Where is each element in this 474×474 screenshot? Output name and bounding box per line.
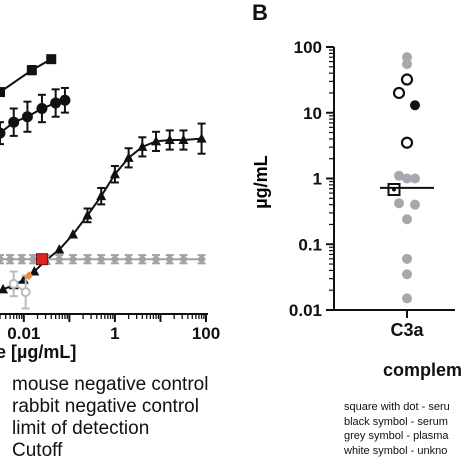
- white-point: [392, 86, 406, 100]
- grey-point: [402, 253, 412, 264]
- white-point: [400, 136, 414, 149]
- black-point: [410, 100, 420, 111]
- circle-marker: [0, 127, 6, 139]
- diamond-marker: [68, 254, 78, 265]
- grey-point: [402, 293, 412, 304]
- y-tick-label: 0.1: [298, 235, 322, 254]
- series-line: [2, 137, 202, 291]
- diamond-marker: [28, 254, 38, 265]
- white-point: [400, 73, 414, 86]
- diamond-marker: [0, 254, 5, 265]
- triangle-marker: [196, 133, 207, 143]
- y-tick-label: 100: [294, 38, 322, 57]
- square-marker: [0, 87, 5, 98]
- series-triangle: [0, 122, 207, 294]
- legend-item: Cutoff: [12, 440, 63, 461]
- grey-point: [410, 199, 420, 210]
- triangle-marker: [178, 134, 189, 145]
- grey-point: [402, 59, 412, 70]
- panel-b-axes: 0.01 0.1 1 10 100 C3a: [289, 38, 455, 340]
- y-tick-label: 0.01: [289, 301, 322, 320]
- panel-a-line-chart: 0.01 1 100: [0, 54, 220, 343]
- square-marker: [46, 54, 57, 65]
- diamond-marker: [54, 254, 64, 265]
- grey-point: [394, 198, 404, 209]
- panel-b-letter: B: [252, 0, 268, 25]
- x-category-label: C3a: [390, 320, 424, 340]
- circle-marker: [59, 94, 71, 106]
- panel-b-marks: [380, 52, 434, 304]
- triangle-marker: [164, 134, 175, 145]
- series-line: [0, 58, 52, 93]
- panel-b-scatter: µg/mL 0.01 0.1 1 10 100 C3a: [251, 38, 455, 340]
- triangle-marker: [29, 266, 40, 276]
- series-diamond: [0, 254, 207, 265]
- triangle-marker: [0, 283, 9, 294]
- x-tick-label: 0.01: [7, 324, 40, 343]
- circle-marker: [21, 111, 33, 123]
- diamond-marker: [197, 254, 207, 265]
- series-circle: [0, 86, 71, 146]
- triangle-marker: [109, 168, 120, 179]
- triangle-marker: [67, 229, 78, 239]
- circle-marker: [8, 116, 20, 128]
- panel-a-x-axis-title: e [µg/mL]: [0, 342, 77, 362]
- x-tick-label: 1: [110, 324, 119, 343]
- limit-of-detection-marker: [25, 271, 34, 281]
- grey-point: [410, 173, 420, 184]
- panel-b-x-axis-title: complem: [383, 360, 463, 380]
- open-circle-marker: [8, 278, 19, 289]
- diamond-marker: [124, 254, 134, 265]
- diamond-marker: [178, 254, 188, 265]
- open-circle-marker: [20, 287, 31, 298]
- grey-point: [402, 173, 412, 184]
- panel-b-symbol-notes: square with dot - seru black symbol - se…: [344, 400, 474, 458]
- note-line: square with dot - seru: [344, 401, 450, 413]
- legend-item: mouse negative control: [12, 374, 209, 395]
- grey-point: [402, 269, 412, 280]
- diamond-marker: [137, 254, 147, 265]
- square-marker: [26, 65, 37, 76]
- diamond-marker: [165, 254, 175, 265]
- triangle-marker: [137, 141, 148, 151]
- note-line: black symbol - serum: [344, 415, 448, 428]
- diamond-marker: [151, 254, 161, 265]
- panel-a-legend: mouse negative control rabbit negative c…: [12, 374, 342, 462]
- diamond-marker: [17, 254, 27, 265]
- panel-a-marks: [0, 54, 207, 310]
- grey-point: [402, 214, 412, 225]
- legend-item: rabbit negative control: [12, 396, 199, 417]
- diamond-marker: [110, 254, 120, 265]
- circle-marker: [36, 103, 48, 114]
- series-square: [0, 54, 57, 98]
- triangle-marker: [123, 152, 134, 162]
- panel-b-y-axis-label: µg/mL: [251, 155, 271, 208]
- grey-point: [402, 52, 412, 63]
- triangle-marker: [54, 244, 65, 254]
- panel-a-axes: 0.01 1 100: [0, 313, 220, 343]
- triangle-marker: [151, 135, 162, 146]
- diamond-marker: [96, 254, 106, 265]
- triangle-marker: [82, 209, 93, 220]
- diamond-marker: [82, 254, 92, 265]
- diamond-marker: [5, 254, 15, 265]
- note-line: grey symbol - plasma: [344, 430, 449, 442]
- x-tick-label: 100: [192, 324, 220, 343]
- cutoff-marker: [35, 253, 48, 266]
- y-tick-label: 1: [313, 170, 322, 189]
- triangle-marker: [96, 190, 107, 201]
- grey-point: [394, 170, 404, 181]
- legend-item: limit of detection: [12, 418, 150, 439]
- note-line: white symbol - unkno: [344, 444, 448, 457]
- y-tick-label: 10: [303, 104, 322, 123]
- circle-marker: [50, 97, 62, 109]
